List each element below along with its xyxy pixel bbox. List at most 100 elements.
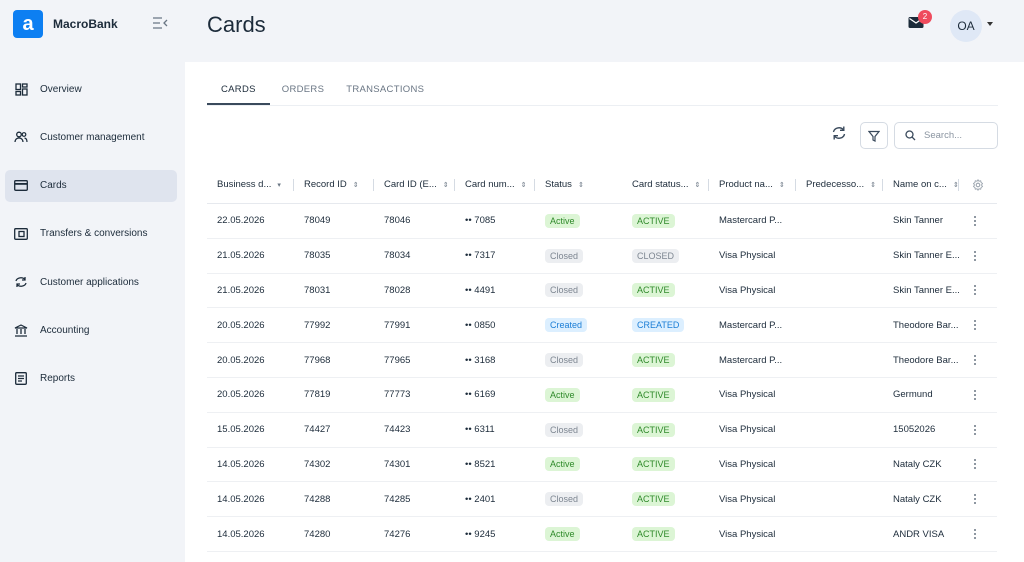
cell-card-status: ACTIVE bbox=[622, 387, 709, 402]
more-vertical-icon[interactable] bbox=[967, 422, 983, 438]
row-actions bbox=[959, 456, 997, 472]
column-header[interactable]: Card ID (E... ⇕ bbox=[374, 166, 455, 204]
tabs-divider bbox=[207, 105, 998, 106]
cell-card-number: •• 0850 bbox=[465, 319, 496, 331]
cell-product-name: Visa Physical bbox=[719, 493, 776, 505]
cell-product-name: Visa Physical bbox=[719, 284, 776, 296]
sidebar-item-label: Cards bbox=[40, 180, 67, 192]
more-vertical-icon[interactable] bbox=[967, 317, 983, 333]
status-badge: Active bbox=[545, 457, 580, 472]
table-row[interactable]: 14.05.2026 74280 74276 •• 9245 Active ACTIVE V… bbox=[207, 517, 997, 552]
sidebar-item-transfers[interactable]: Transfers & conversions bbox=[5, 218, 177, 250]
filter-button[interactable] bbox=[860, 122, 888, 149]
bank-icon bbox=[14, 323, 28, 337]
cell-name-on-card: Skin Tanner E... bbox=[893, 250, 959, 262]
column-header[interactable]: Record ID ⇕ bbox=[294, 166, 374, 204]
status-badge: Created bbox=[545, 318, 588, 333]
table-row[interactable]: 21.05.2026 78031 78028 •• 4491 Closed ACTIVE V… bbox=[207, 274, 997, 309]
column-settings[interactable] bbox=[959, 166, 997, 204]
cell-record-id: 78031 bbox=[304, 284, 331, 296]
table-row[interactable]: 15.05.2026 74427 74423 •• 6311 Closed ACTIVE V… bbox=[207, 413, 997, 448]
table-body: 22.05.2026 78049 78046 •• 7085 Active ACTIVE M… bbox=[207, 204, 997, 552]
cell-name-on-card: Nataly CZK bbox=[893, 493, 942, 505]
table-row[interactable]: 20.05.2026 77968 77965 •• 3168 Closed ACTIVE M… bbox=[207, 343, 997, 378]
more-vertical-icon[interactable] bbox=[967, 282, 983, 298]
cell-card-number: •• 7317 bbox=[465, 250, 496, 262]
status-badge: Closed bbox=[545, 353, 584, 368]
table-row[interactable]: 21.05.2026 78035 78034 •• 7317 Closed CLOSED V… bbox=[207, 239, 997, 274]
gear-icon[interactable] bbox=[972, 178, 984, 191]
sidebar-item-overview[interactable]: Overview bbox=[5, 73, 177, 105]
table-row[interactable]: 22.05.2026 78049 78046 •• 7085 Active ACTIVE M… bbox=[207, 204, 997, 239]
cell-record-id: 74427 bbox=[304, 424, 331, 436]
sort-icon[interactable]: ⇕ bbox=[442, 181, 449, 189]
status-badge: Active bbox=[545, 387, 580, 402]
column-header[interactable]: Card num... ⇕ bbox=[455, 166, 535, 204]
column-header[interactable]: Product na... ⇕ bbox=[709, 166, 796, 204]
more-vertical-icon[interactable] bbox=[967, 387, 983, 403]
sidebar-item-accounting[interactable]: Accounting bbox=[5, 314, 177, 346]
more-vertical-icon[interactable] bbox=[967, 491, 983, 507]
avatar[interactable]: OA bbox=[950, 10, 982, 42]
column-header[interactable]: Card status... ⇕ bbox=[622, 166, 709, 204]
cell-card-status: ACTIVE bbox=[622, 213, 709, 228]
brand[interactable]: a MacroBank bbox=[13, 10, 118, 38]
more-vertical-icon[interactable] bbox=[967, 526, 983, 542]
sidebar-item-reports[interactable]: Reports bbox=[5, 363, 177, 395]
sort-desc-icon[interactable]: ▾ bbox=[277, 181, 281, 189]
status-badge: Closed bbox=[545, 248, 584, 263]
column-header[interactable]: Status ⇕ bbox=[535, 166, 622, 204]
cell-product-name: Mastercard P... bbox=[719, 215, 783, 227]
cell-card-number: •• 6311 bbox=[465, 424, 495, 436]
more-vertical-icon[interactable] bbox=[967, 456, 983, 472]
page-title: Cards bbox=[207, 12, 266, 37]
cell-card-id: 74285 bbox=[384, 493, 411, 505]
cell-status: Created bbox=[535, 318, 622, 333]
status-badge: Active bbox=[545, 527, 580, 542]
refresh-icon[interactable] bbox=[830, 124, 850, 144]
tab-transactions[interactable]: TRANSACTIONS bbox=[346, 84, 425, 95]
sidebar-item-label: Customer applications bbox=[40, 276, 139, 288]
search-input[interactable] bbox=[924, 130, 994, 141]
more-vertical-icon[interactable] bbox=[967, 248, 983, 264]
sidebar-item-cards[interactable]: Cards bbox=[5, 169, 177, 202]
sidebar-item-label: Reports bbox=[40, 373, 76, 385]
sidebar-item-customer-management[interactable]: Customer management bbox=[5, 121, 177, 153]
column-header[interactable]: Name on c... ⇕ bbox=[883, 166, 959, 204]
cell-name-on-card: 15052026 bbox=[893, 424, 936, 436]
row-actions bbox=[959, 213, 997, 229]
table-row[interactable]: 14.05.2026 74288 74285 •• 2401 Closed ACTIVE V… bbox=[207, 482, 997, 518]
sidebar-nav: Overview Customer management Cards Trans… bbox=[5, 73, 177, 411]
sort-icon[interactable]: ⇕ bbox=[577, 181, 584, 189]
more-vertical-icon[interactable] bbox=[967, 352, 983, 368]
column-label: Name on c... bbox=[893, 179, 947, 190]
cell-business-date: 14.05.2026 bbox=[217, 458, 265, 470]
column-label: Record ID bbox=[304, 179, 347, 190]
tab-orders[interactable]: ORDERS bbox=[281, 84, 325, 95]
cell-record-id: 74288 bbox=[304, 493, 331, 505]
cell-business-date: 22.05.2026 bbox=[217, 215, 265, 227]
chevron-down-icon[interactable] bbox=[987, 22, 993, 26]
sort-icon[interactable]: ⇕ bbox=[870, 181, 876, 189]
more-vertical-icon[interactable] bbox=[967, 213, 983, 229]
brand-name: MacroBank bbox=[53, 17, 118, 31]
sidebar-item-label: Transfers & conversions bbox=[40, 228, 148, 240]
sort-icon[interactable]: ⇕ bbox=[352, 181, 359, 189]
table-row[interactable]: 20.05.2026 77819 77773 •• 6169 Active ACTIVE V… bbox=[207, 378, 997, 413]
cell-card-status: ACTIVE bbox=[622, 527, 709, 542]
sidebar: a MacroBank Overview Customer management… bbox=[0, 0, 185, 562]
cell-card-number: •• 3168 bbox=[465, 354, 496, 366]
column-header[interactable]: Business d... ▾ bbox=[207, 166, 294, 204]
table-row[interactable]: 14.05.2026 74302 74301 •• 8521 Active ACTIVE V… bbox=[207, 448, 997, 483]
search-box[interactable] bbox=[894, 122, 998, 149]
tab-cards[interactable]: CARDS bbox=[207, 82, 270, 105]
table-row[interactable]: 20.05.2026 77992 77991 •• 0850 Created CREATE… bbox=[207, 308, 997, 344]
sidebar-item-customer-applications[interactable]: Customer applications bbox=[5, 266, 177, 298]
sort-icon[interactable]: ⇕ bbox=[952, 181, 959, 189]
column-label: Card ID (E... bbox=[384, 179, 437, 190]
column-header[interactable]: Predecesso... ⇕ bbox=[796, 166, 883, 204]
sort-icon[interactable]: ⇕ bbox=[778, 181, 785, 189]
sort-icon[interactable]: ⇕ bbox=[520, 181, 527, 189]
collapse-sidebar-icon[interactable] bbox=[152, 16, 168, 30]
sort-icon[interactable]: ⇕ bbox=[694, 181, 701, 189]
